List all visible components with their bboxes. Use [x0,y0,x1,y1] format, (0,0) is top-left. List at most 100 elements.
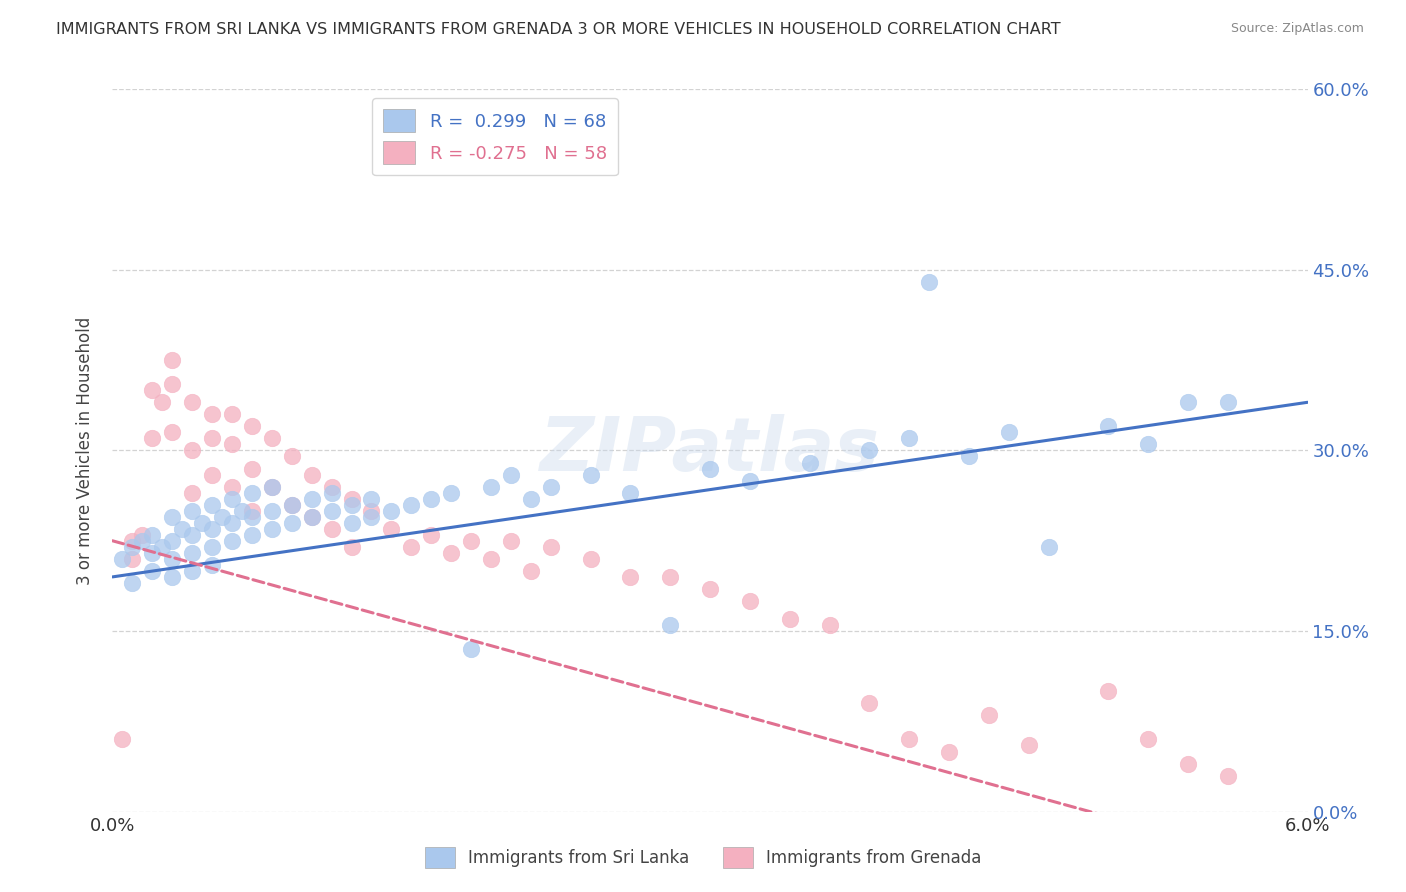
Point [240,509,263,524]
Point [281,498,304,512]
Point [579,467,602,482]
Point [111,732,134,747]
Point [957,450,980,464]
Point [619,570,641,584]
Point [440,546,463,560]
Point [460,642,482,657]
Point [977,708,1000,723]
Point [1216,769,1239,783]
Point [321,485,343,500]
Point [699,461,721,475]
Point [738,474,761,488]
Point [141,564,163,578]
Point [141,546,163,560]
Point [121,533,143,548]
Point [738,594,761,608]
Point [420,527,443,541]
Point [301,491,323,506]
Point [799,455,821,469]
Point [1097,419,1119,434]
Point [141,527,163,541]
Point [360,509,382,524]
Point [201,498,224,512]
Point [520,564,543,578]
Point [998,425,1021,440]
Point [111,551,134,566]
Text: IMMIGRANTS FROM SRI LANKA VS IMMIGRANTS FROM GRENADA 3 OR MORE VEHICLES IN HOUSE: IMMIGRANTS FROM SRI LANKA VS IMMIGRANTS … [56,22,1062,37]
Point [162,353,183,368]
Point [181,485,204,500]
Point [221,480,243,494]
Point [858,696,880,710]
Point [340,516,363,530]
Point [221,533,243,548]
Point [898,732,921,747]
Point [938,744,960,758]
Point [121,576,143,591]
Point [260,480,283,494]
Point [240,527,263,541]
Point [260,431,283,445]
Point [858,443,880,458]
Point [162,570,183,584]
Point [240,461,263,475]
Point [221,407,243,421]
Point [191,516,214,530]
Point [162,509,183,524]
Point [181,443,204,458]
Point [340,498,363,512]
Point [1038,540,1060,554]
Point [281,450,304,464]
Point [201,431,224,445]
Point [499,533,522,548]
Point [1177,756,1199,771]
Point [1177,395,1199,409]
Point [659,618,682,632]
Point [360,491,382,506]
Point [340,540,363,554]
Point [619,485,641,500]
Point [380,503,402,517]
Point [181,503,204,517]
Point [181,564,204,578]
Point [460,533,482,548]
Point [1018,739,1040,753]
Point [420,491,443,506]
Point [579,551,602,566]
Point [260,480,283,494]
Point [162,377,183,392]
Point [141,384,163,398]
Point [699,582,721,596]
Point [162,533,183,548]
Point [131,527,153,541]
Point [240,419,263,434]
Point [150,395,173,409]
Point [131,533,153,548]
Legend: R =  0.299   N = 68, R = -0.275   N = 58: R = 0.299 N = 68, R = -0.275 N = 58 [373,98,617,176]
Point [479,480,502,494]
Point [231,503,253,517]
Point [260,522,283,536]
Point [918,275,941,289]
Point [221,437,243,451]
Point [281,516,304,530]
Point [520,491,543,506]
Point [1137,732,1160,747]
Point [121,540,143,554]
Point [321,503,343,517]
Point [479,551,502,566]
Point [221,516,243,530]
Point [659,570,682,584]
Point [540,480,562,494]
Point [301,509,323,524]
Point [121,551,143,566]
Point [779,612,801,626]
Point [260,503,283,517]
Point [1216,395,1239,409]
Point [380,522,402,536]
Point [162,425,183,440]
Point [301,467,323,482]
Point [240,503,263,517]
Point [150,540,173,554]
Point [321,522,343,536]
